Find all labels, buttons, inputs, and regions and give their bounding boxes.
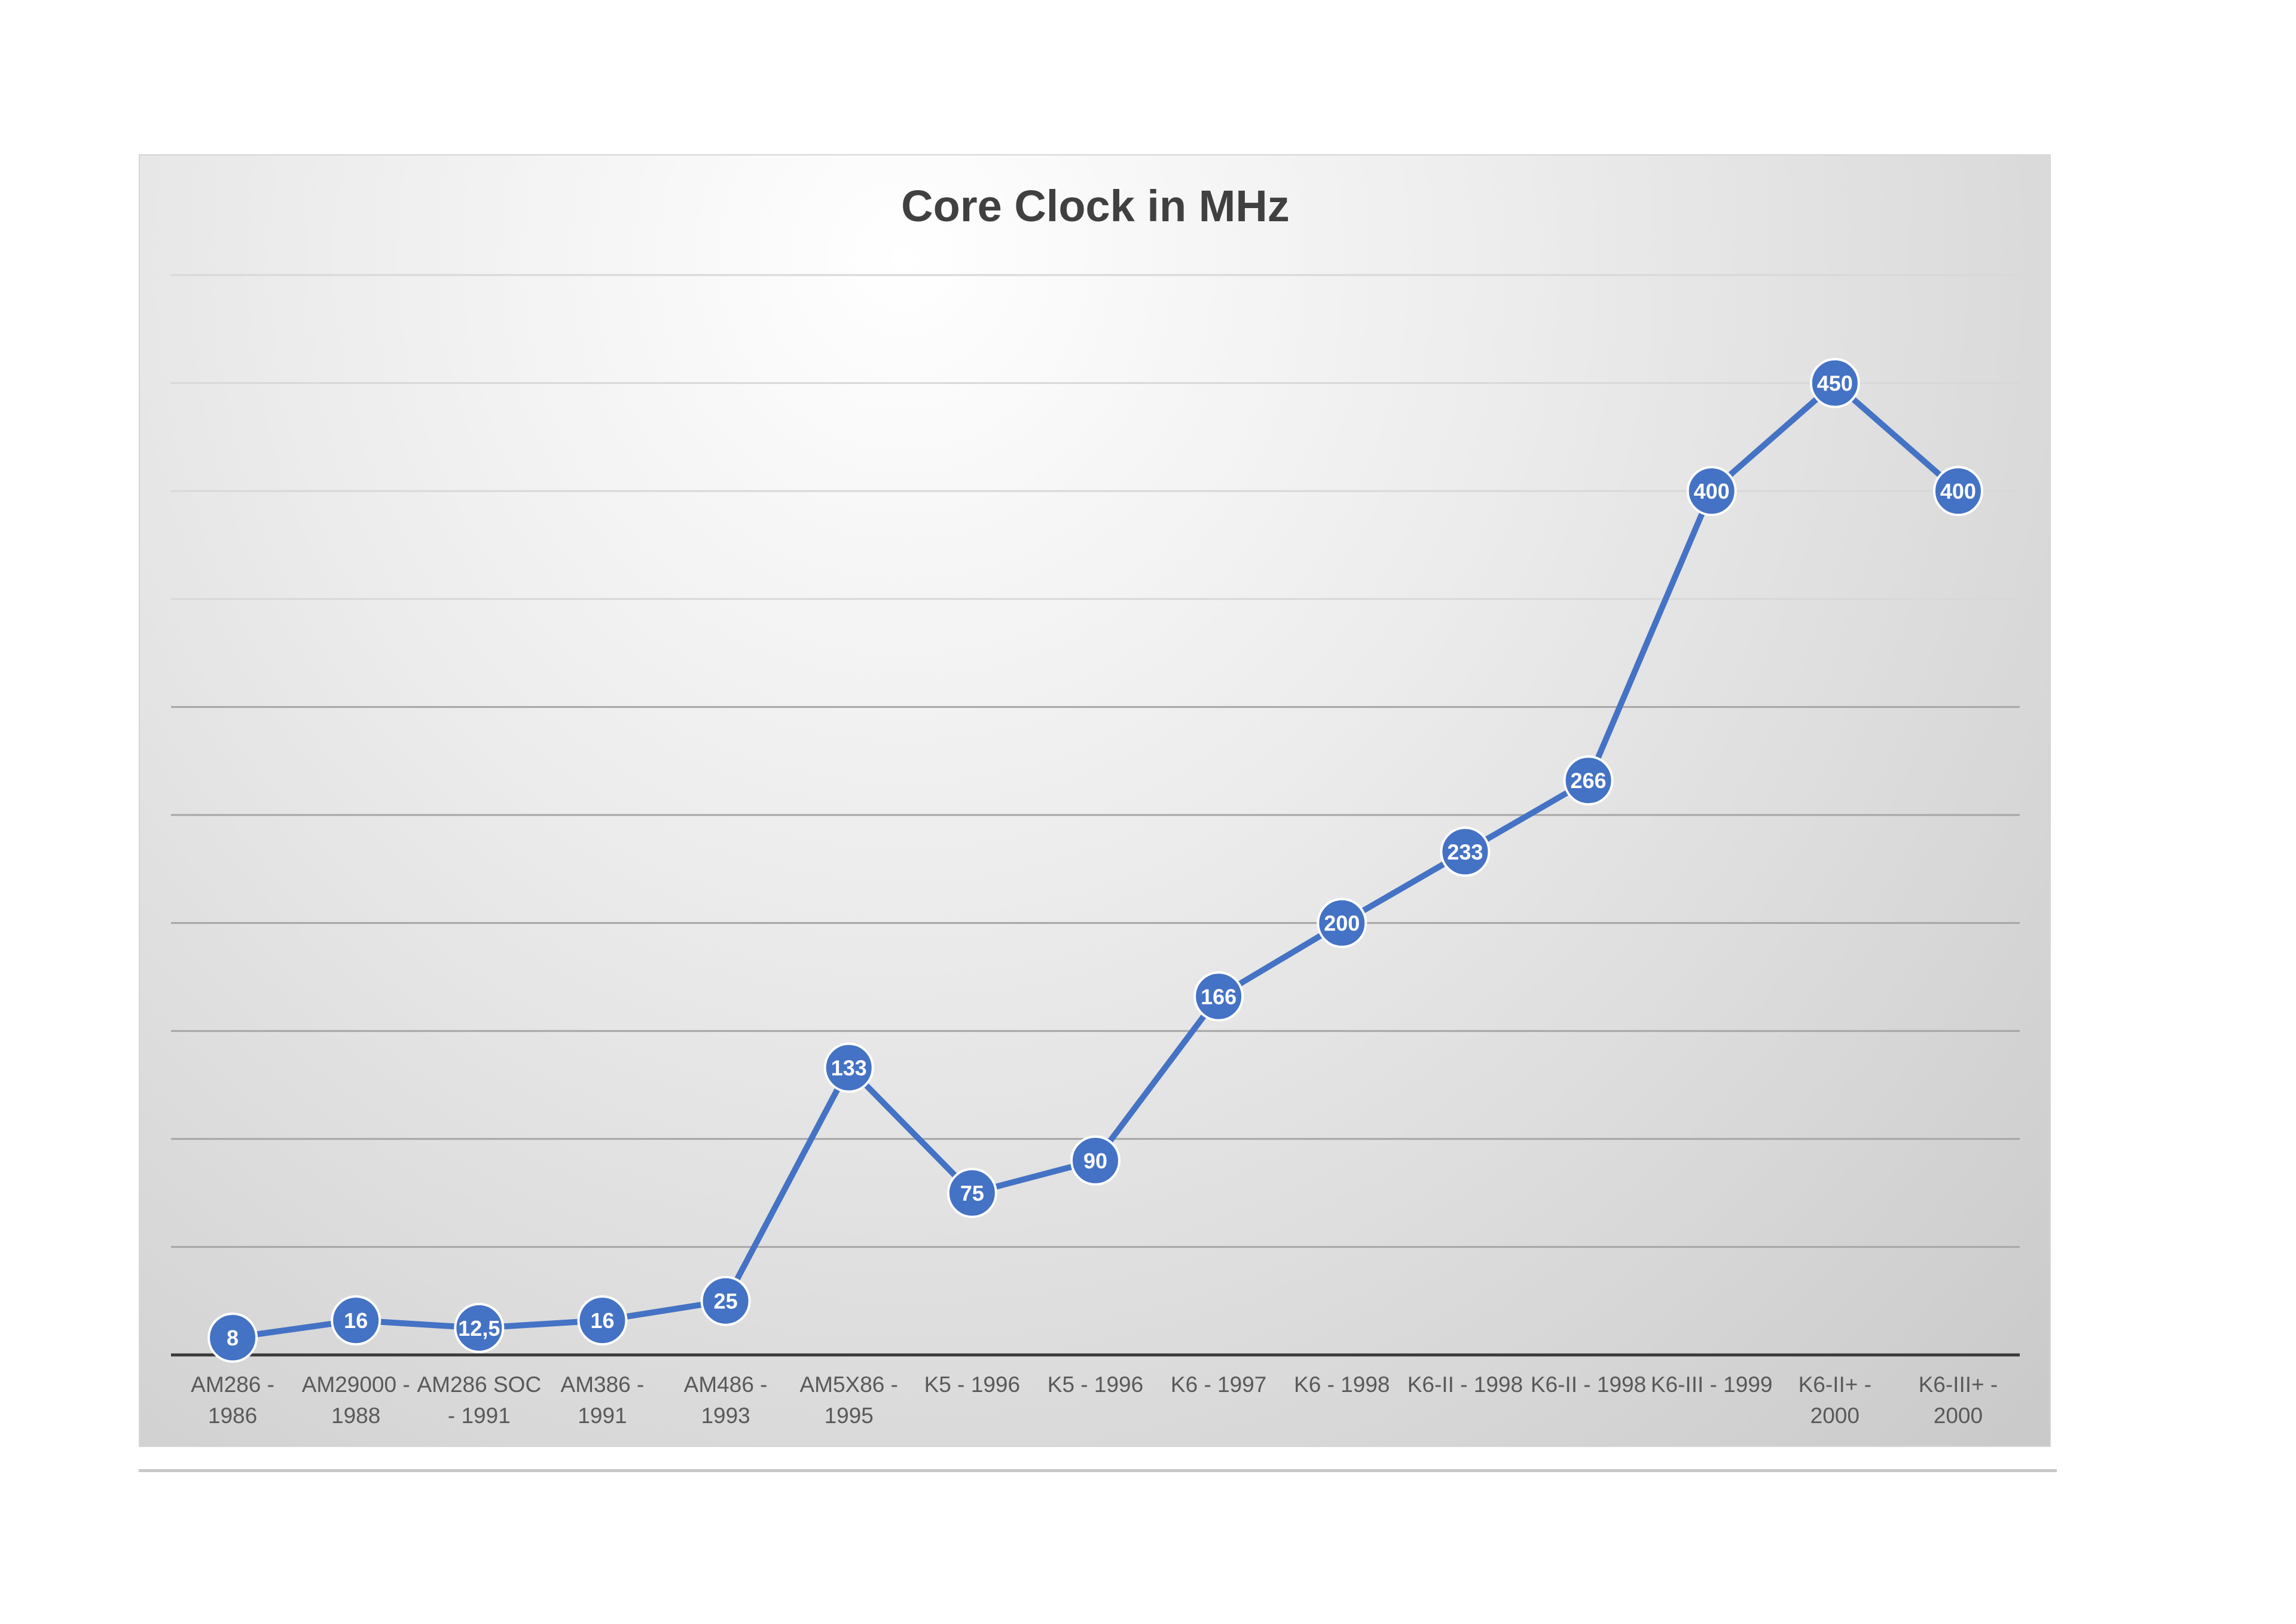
series-line-layer <box>230 380 1961 1341</box>
line-chart: Core Clock in MHz 8 16 12,5 16 25 133 75 90 166 2… <box>171 181 2020 1428</box>
data-point-marker <box>454 1302 505 1353</box>
data-point-marker <box>947 1168 997 1219</box>
data-point-marker <box>1932 466 1983 517</box>
data-label: 16 <box>590 1308 614 1333</box>
data-label: 90 <box>1083 1149 1107 1173</box>
data-label: 400 <box>1940 479 1976 503</box>
chart-panel: Core Clock in MHz 8 16 12,5 16 25 133 75 90 166 2… <box>139 154 2051 1447</box>
data-label: 233 <box>1447 840 1483 864</box>
x-tick-label: AM286 -1986 <box>191 1372 274 1428</box>
data-point-marker <box>1317 898 1367 948</box>
data-point-marker <box>1193 971 1244 1022</box>
data-markers: 8 16 12,5 16 25 133 75 90 166 200 233 266 400 450 400 <box>207 358 1983 1363</box>
data-label: 200 <box>1324 911 1360 936</box>
data-label: 400 <box>1694 479 1730 503</box>
x-tick-label: K6 - 1997 <box>1171 1372 1266 1397</box>
x-tick-label: K6 - 1998 <box>1294 1372 1390 1397</box>
data-label: 8 <box>227 1326 239 1350</box>
data-label: 266 <box>1570 768 1606 793</box>
panel-underline <box>139 1469 2057 1472</box>
data-label: 25 <box>714 1289 738 1314</box>
data-point-marker <box>700 1275 751 1326</box>
data-point-marker <box>1686 466 1737 517</box>
x-tick-label: K6-III - 1999 <box>1651 1372 1773 1397</box>
x-tick-label: K6-II - 1998 <box>1407 1372 1523 1397</box>
data-point-marker <box>577 1295 628 1346</box>
data-label: 12,5 <box>458 1316 500 1341</box>
x-tick-label: AM29000 -1988 <box>302 1372 410 1428</box>
gridlines <box>171 274 2020 1248</box>
x-tick-label: K5 - 1996 <box>1048 1372 1143 1397</box>
data-point-marker <box>1563 755 1614 806</box>
x-tick-label: K5 - 1996 <box>924 1372 1020 1397</box>
x-tick-label: AM286 SOC - 1991 <box>417 1372 541 1428</box>
series-line <box>230 380 1961 1341</box>
chart-title: Core Clock in MHz <box>901 181 1290 231</box>
x-tick-label: AM486 -1993 <box>684 1372 768 1428</box>
x-tick-label: AM5X86 -1995 <box>799 1372 898 1428</box>
data-point-marker <box>331 1295 381 1346</box>
data-point-marker <box>1070 1135 1120 1186</box>
x-tick-label: K6-II+ -2000 <box>1799 1372 1871 1428</box>
x-tick-label: AM386 -1991 <box>561 1372 645 1428</box>
data-point-marker <box>207 1312 258 1363</box>
data-label: 16 <box>344 1308 368 1333</box>
data-label: 133 <box>831 1056 867 1080</box>
x-tick-label: K6-III+ -2000 <box>1919 1372 1998 1428</box>
data-label: 166 <box>1201 984 1236 1009</box>
data-point-marker <box>1440 826 1491 877</box>
data-label: 75 <box>960 1181 984 1205</box>
data-point-marker <box>823 1042 874 1093</box>
x-tick-label: K6-II - 1998 <box>1531 1372 1646 1397</box>
data-label: 450 <box>1817 371 1853 396</box>
data-point-marker <box>1809 358 1860 408</box>
